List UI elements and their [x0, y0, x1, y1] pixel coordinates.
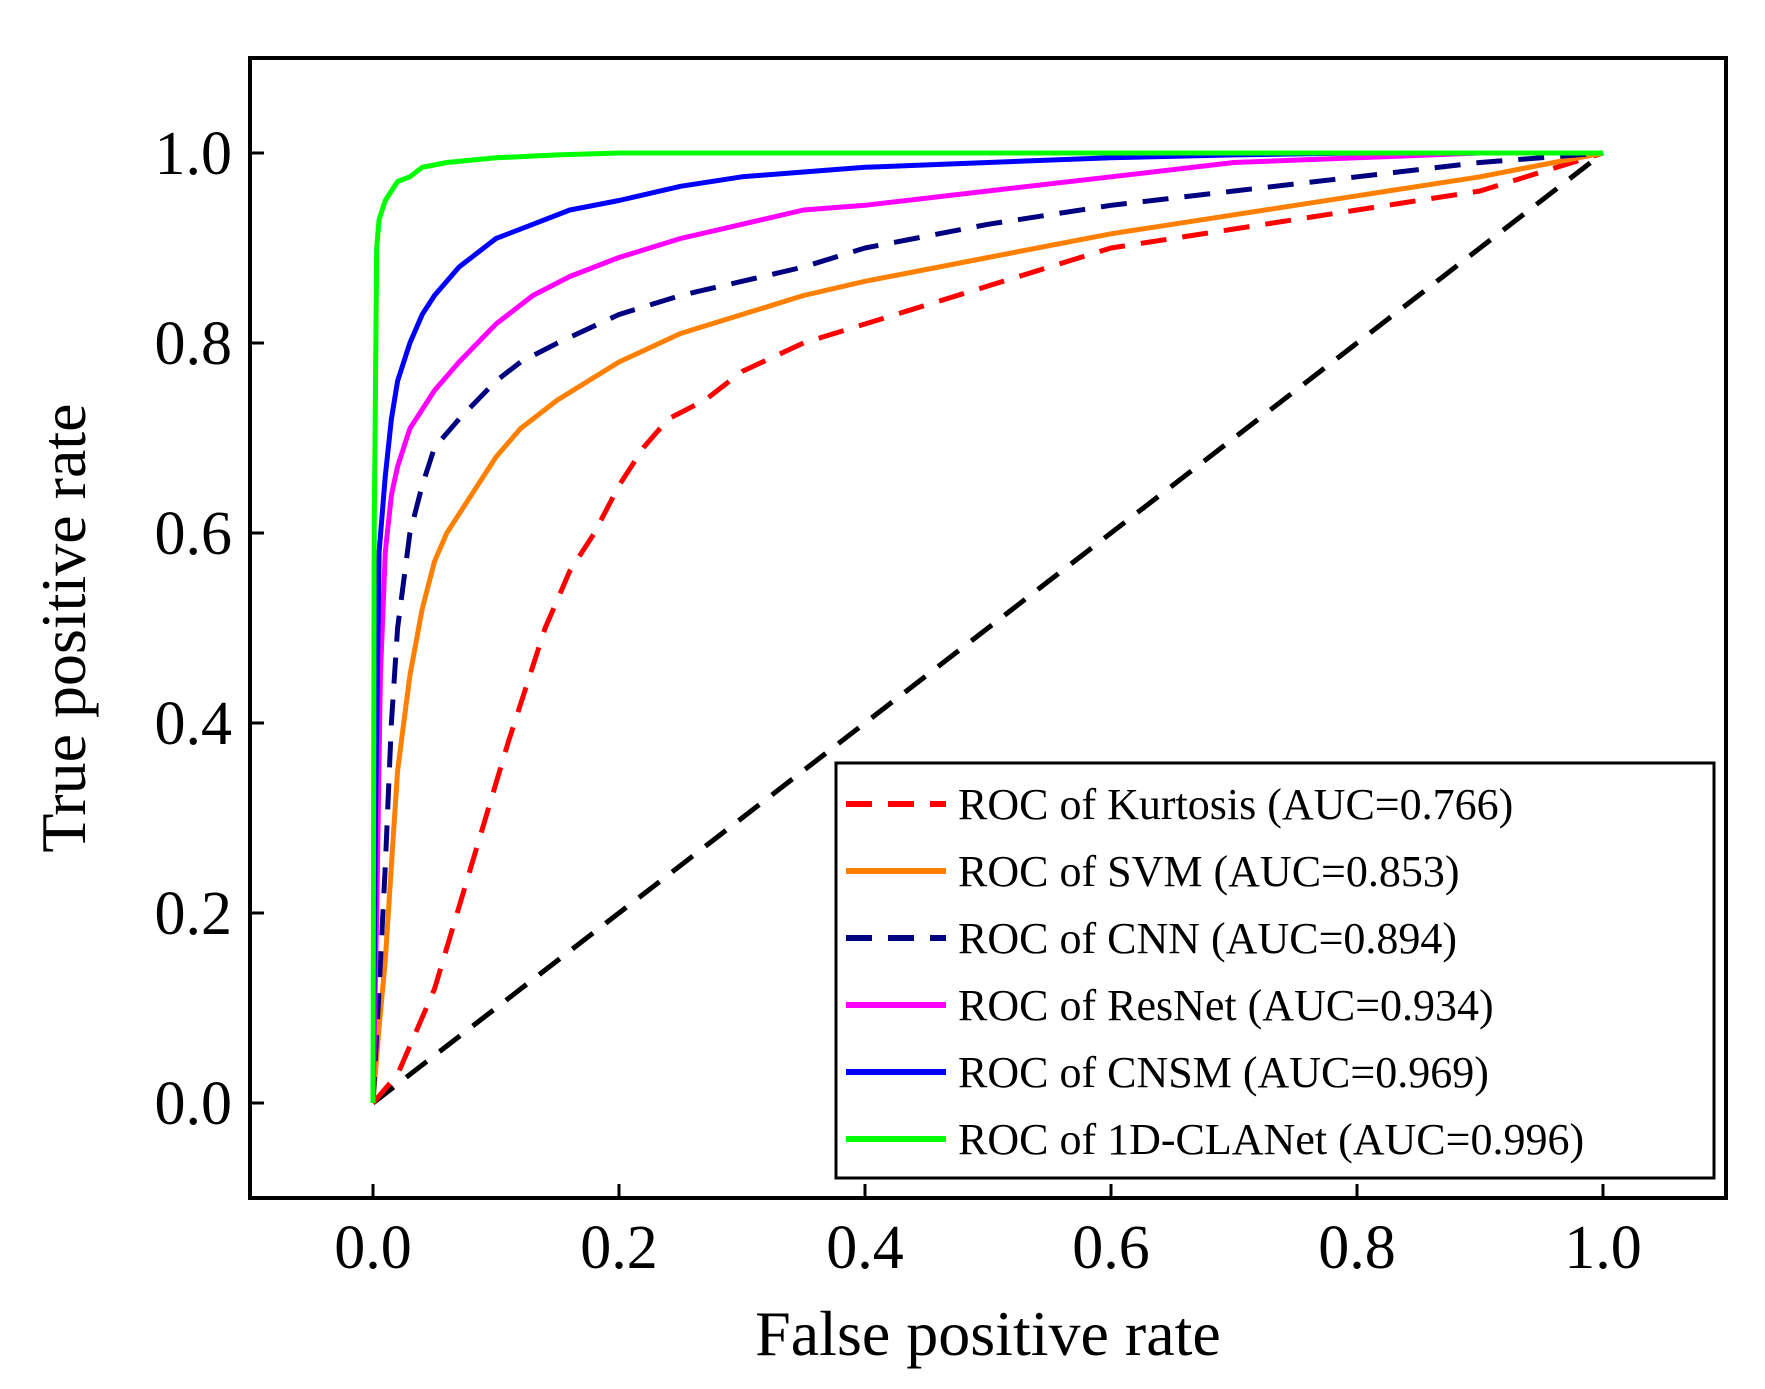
y-tick-label: 0.6 — [155, 500, 233, 568]
y-tick-label: 0.8 — [155, 310, 233, 378]
y-tick-label: 0.2 — [155, 880, 233, 948]
legend: ROC of Kurtosis (AUC=0.766) ROC of SVM (A… — [834, 761, 1716, 1180]
series-line-2 — [370, 150, 1604, 1104]
legend-label: ROC of ResNet (AUC=0.934) — [958, 981, 1494, 1030]
series-line-5 — [370, 150, 1603, 1104]
legend-label: ROC of SVM (AUC=0.853) — [958, 847, 1460, 896]
y-tick-label: 1.0 — [155, 120, 233, 188]
x-tick-label: 0.4 — [826, 1214, 904, 1282]
legend-box — [834, 761, 1716, 1180]
x-tick-label: 1.0 — [1564, 1214, 1642, 1282]
legend-label: ROC of CNSM (AUC=0.969) — [958, 1048, 1489, 1097]
plot-frame — [248, 56, 1728, 1200]
series-line-0 — [371, 150, 1604, 1105]
x-tick-label: 0.8 — [1318, 1214, 1396, 1282]
series-line-1 — [370, 150, 1604, 1104]
x-axis-ticks: 0.0 0.2 0.4 0.6 0.8 1.0 — [334, 1184, 1642, 1282]
x-tick-label: 0.6 — [1072, 1214, 1150, 1282]
y-axis-title: True positive rate — [28, 403, 99, 852]
y-axis-ticks: 0.0 0.2 0.4 0.6 0.8 1.0 — [155, 120, 264, 1138]
y-tick-label: 0.0 — [155, 1070, 233, 1138]
legend-label: ROC of 1D-CLANet (AUC=0.996) — [958, 1115, 1584, 1164]
chance-diagonal-line — [371, 151, 1605, 1105]
x-tick-label: 0.2 — [580, 1214, 658, 1282]
series-line-4 — [370, 150, 1603, 1104]
x-axis-title: False positive rate — [755, 1298, 1221, 1369]
legend-label: ROC of Kurtosis (AUC=0.766) — [958, 780, 1513, 829]
series-layer — [370, 150, 1605, 1105]
series-line-3 — [370, 150, 1603, 1104]
y-tick-label: 0.4 — [155, 690, 233, 758]
x-tick-label: 0.0 — [334, 1214, 412, 1282]
legend-label: ROC of CNN (AUC=0.894) — [958, 914, 1457, 963]
